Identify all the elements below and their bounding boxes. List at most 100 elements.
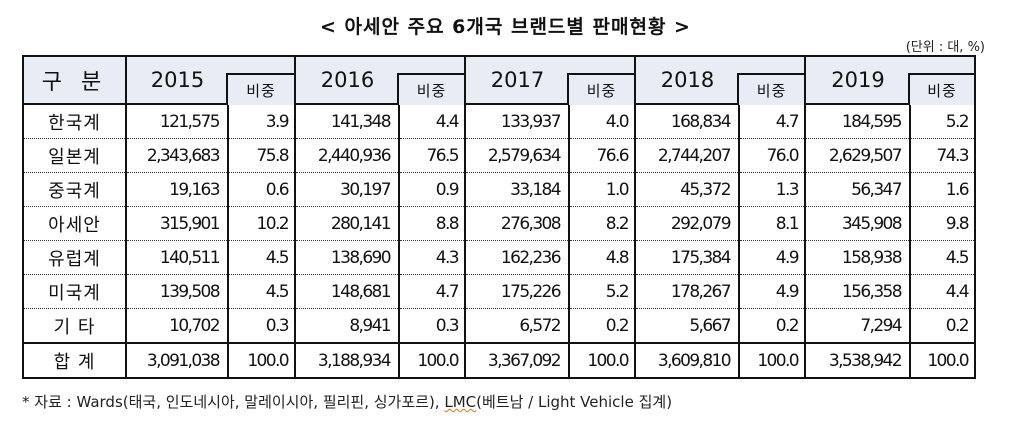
sales-count-cell: 158,938 — [804, 240, 911, 275]
share-cell: 4.5 — [909, 240, 976, 275]
sales-count-cell: 292,079 — [634, 206, 740, 241]
share-cell: 76.0 — [738, 138, 806, 173]
year-header-2016: 2016 — [294, 55, 399, 105]
sales-count-cell: 3,091,038 — [125, 342, 229, 379]
share-header-2018: 비중 — [737, 55, 806, 105]
share-cell: 4.7 — [398, 274, 466, 309]
sales-count-cell: 2,744,207 — [634, 138, 740, 173]
table-row: 아세안 315,901 10.2 280,141 8.8 276,308 8.2 292,07… — [22, 206, 976, 241]
share-cell: 0.2 — [738, 308, 806, 344]
share-cell: 0.9 — [398, 172, 466, 207]
share-cell: 4.5 — [227, 274, 296, 309]
share-cell: 0.3 — [227, 308, 296, 344]
year-header-2019: 2019 — [804, 55, 910, 105]
table-row: 중국계 19,163 0.6 30,197 0.9 33,184 1.0 45,372 1.3 5… — [22, 172, 976, 207]
row-header-cell: 구 분 — [22, 55, 127, 105]
share-cell: 8.1 — [738, 206, 806, 241]
row-label: 미국계 — [22, 274, 127, 309]
sales-count-cell: 30,197 — [294, 172, 400, 207]
row-label: 합 계 — [22, 342, 127, 379]
row-label: 유럽계 — [22, 240, 127, 275]
share-label: 비중 — [567, 73, 636, 105]
sales-table: 구 분 2015 비중 2016 비중 2017 비중 2018 비중 2019… — [22, 55, 976, 379]
share-cell: 74.3 — [909, 138, 976, 173]
share-cell: 4.5 — [227, 240, 296, 275]
sales-count-cell: 2,629,507 — [804, 138, 911, 173]
share-cell: 100.0 — [738, 342, 806, 379]
row-label: 아세안 — [22, 206, 127, 241]
sales-count-cell: 19,163 — [125, 172, 229, 207]
share-cell: 8.8 — [398, 206, 466, 241]
share-header-2015: 비중 — [226, 55, 296, 105]
share-cell: 8.2 — [568, 206, 636, 241]
sales-count-cell: 33,184 — [464, 172, 570, 207]
share-cell: 4.0 — [568, 104, 636, 139]
table-row: 한국계 121,575 3.9 141,348 4.4 133,937 4.0 168,834… — [22, 104, 976, 139]
sales-count-cell: 3,538,942 — [804, 342, 911, 379]
sales-count-cell: 2,440,936 — [294, 138, 400, 173]
sales-count-cell: 133,937 — [464, 104, 570, 139]
sales-count-cell: 3,367,092 — [464, 342, 570, 379]
sales-count-cell: 3,609,810 — [634, 342, 740, 379]
share-cell: 4.9 — [738, 240, 806, 275]
table-row: 유럽계 140,511 4.5 138,690 4.3 162,236 4.8 175,384… — [22, 240, 976, 275]
share-label: 비중 — [908, 73, 976, 105]
share-cell: 3.9 — [227, 104, 296, 139]
share-cell: 1.6 — [909, 172, 976, 207]
row-label: 중국계 — [22, 172, 127, 207]
sales-count-cell: 184,595 — [804, 104, 911, 139]
sales-count-cell: 121,575 — [125, 104, 229, 139]
sales-count-cell: 280,141 — [294, 206, 400, 241]
share-cell: 4.9 — [738, 274, 806, 309]
sales-count-cell: 175,384 — [634, 240, 740, 275]
sales-count-cell: 315,901 — [125, 206, 229, 241]
sales-count-cell: 178,267 — [634, 274, 740, 309]
share-header-2019: 비중 — [908, 55, 976, 105]
sales-count-cell: 168,834 — [634, 104, 740, 139]
share-cell: 76.6 — [568, 138, 636, 173]
share-cell: 100.0 — [568, 342, 636, 379]
sales-count-cell: 148,681 — [294, 274, 400, 309]
share-label: 비중 — [397, 73, 466, 105]
sales-count-cell: 276,308 — [464, 206, 570, 241]
sales-count-cell: 175,226 — [464, 274, 570, 309]
sales-count-cell: 162,236 — [464, 240, 570, 275]
share-cell: 5.2 — [568, 274, 636, 309]
footnote-lmc: LMC — [444, 393, 477, 411]
sales-count-cell: 140,511 — [125, 240, 229, 275]
share-cell: 9.8 — [909, 206, 976, 241]
share-label: 비중 — [226, 73, 296, 105]
sales-count-cell: 8,941 — [294, 308, 400, 344]
year-header-2015: 2015 — [125, 55, 228, 105]
share-cell: 0.3 — [398, 308, 466, 344]
page-title: < 아세안 주요 6개국 브랜드별 판매현황 > — [320, 16, 691, 38]
sales-count-cell: 139,508 — [125, 274, 229, 309]
share-cell: 76.5 — [398, 138, 466, 173]
share-cell: 10.2 — [227, 206, 296, 241]
sales-count-cell: 56,347 — [804, 172, 911, 207]
table-row: 합 계 3,091,038 100.0 3,188,934 100.0 3,367,092… — [22, 342, 976, 379]
share-cell: 100.0 — [398, 342, 466, 379]
share-cell: 100.0 — [227, 342, 296, 379]
sales-count-cell: 45,372 — [634, 172, 740, 207]
share-cell: 4.7 — [738, 104, 806, 139]
sales-count-cell: 156,358 — [804, 274, 911, 309]
share-cell: 100.0 — [909, 342, 976, 379]
share-cell: 75.8 — [227, 138, 296, 173]
share-cell: 4.8 — [568, 240, 636, 275]
table-row: 기 타 10,702 0.3 8,941 0.3 6,572 0.2 5,667 0.2 7,29… — [22, 308, 976, 344]
sales-count-cell: 6,572 — [464, 308, 570, 344]
share-cell: 0.2 — [568, 308, 636, 344]
share-cell: 0.2 — [909, 308, 976, 344]
row-label: 한국계 — [22, 104, 127, 139]
share-cell: 5.2 — [909, 104, 976, 139]
sales-count-cell: 3,188,934 — [294, 342, 400, 379]
header-row: 구 분 2015 비중 2016 비중 2017 비중 2018 비중 2019… — [22, 55, 976, 105]
share-cell: 1.0 — [568, 172, 636, 207]
share-cell: 4.4 — [398, 104, 466, 139]
footnote-suffix: (베트남 / Light Vehicle 집계) — [476, 393, 673, 411]
year-header-2017: 2017 — [464, 55, 569, 105]
sales-count-cell: 345,908 — [804, 206, 911, 241]
share-cell: 1.3 — [738, 172, 806, 207]
share-cell: 0.6 — [227, 172, 296, 207]
